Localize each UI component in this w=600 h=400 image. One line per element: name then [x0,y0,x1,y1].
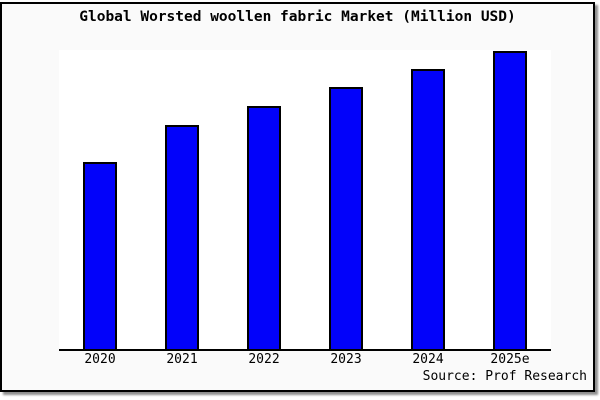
chart-frame: Global Worsted woollen fabric Market (Mi… [0,2,595,392]
x-tick-label-2020: 2020 [84,352,116,367]
bar-2021 [165,125,199,349]
x-tick-label-2024: 2024 [412,352,444,367]
bar-2024 [411,69,445,349]
source-note: Source: Prof Research [422,369,587,384]
plot-area [59,50,551,351]
bar-2022 [247,106,281,349]
chart-title: Global Worsted woollen fabric Market (Mi… [79,9,516,25]
bar-2020 [83,162,117,349]
x-axis-tick-row: 2020 2021 2022 2023 2024 2025e [59,352,551,367]
x-tick-label-2022: 2022 [248,352,280,367]
bar-2025e [493,51,527,349]
x-tick-label-2021: 2021 [166,352,198,367]
bar-2023 [329,87,363,349]
x-tick-label-2025e: 2025e [490,352,530,367]
x-tick-label-2023: 2023 [330,352,362,367]
